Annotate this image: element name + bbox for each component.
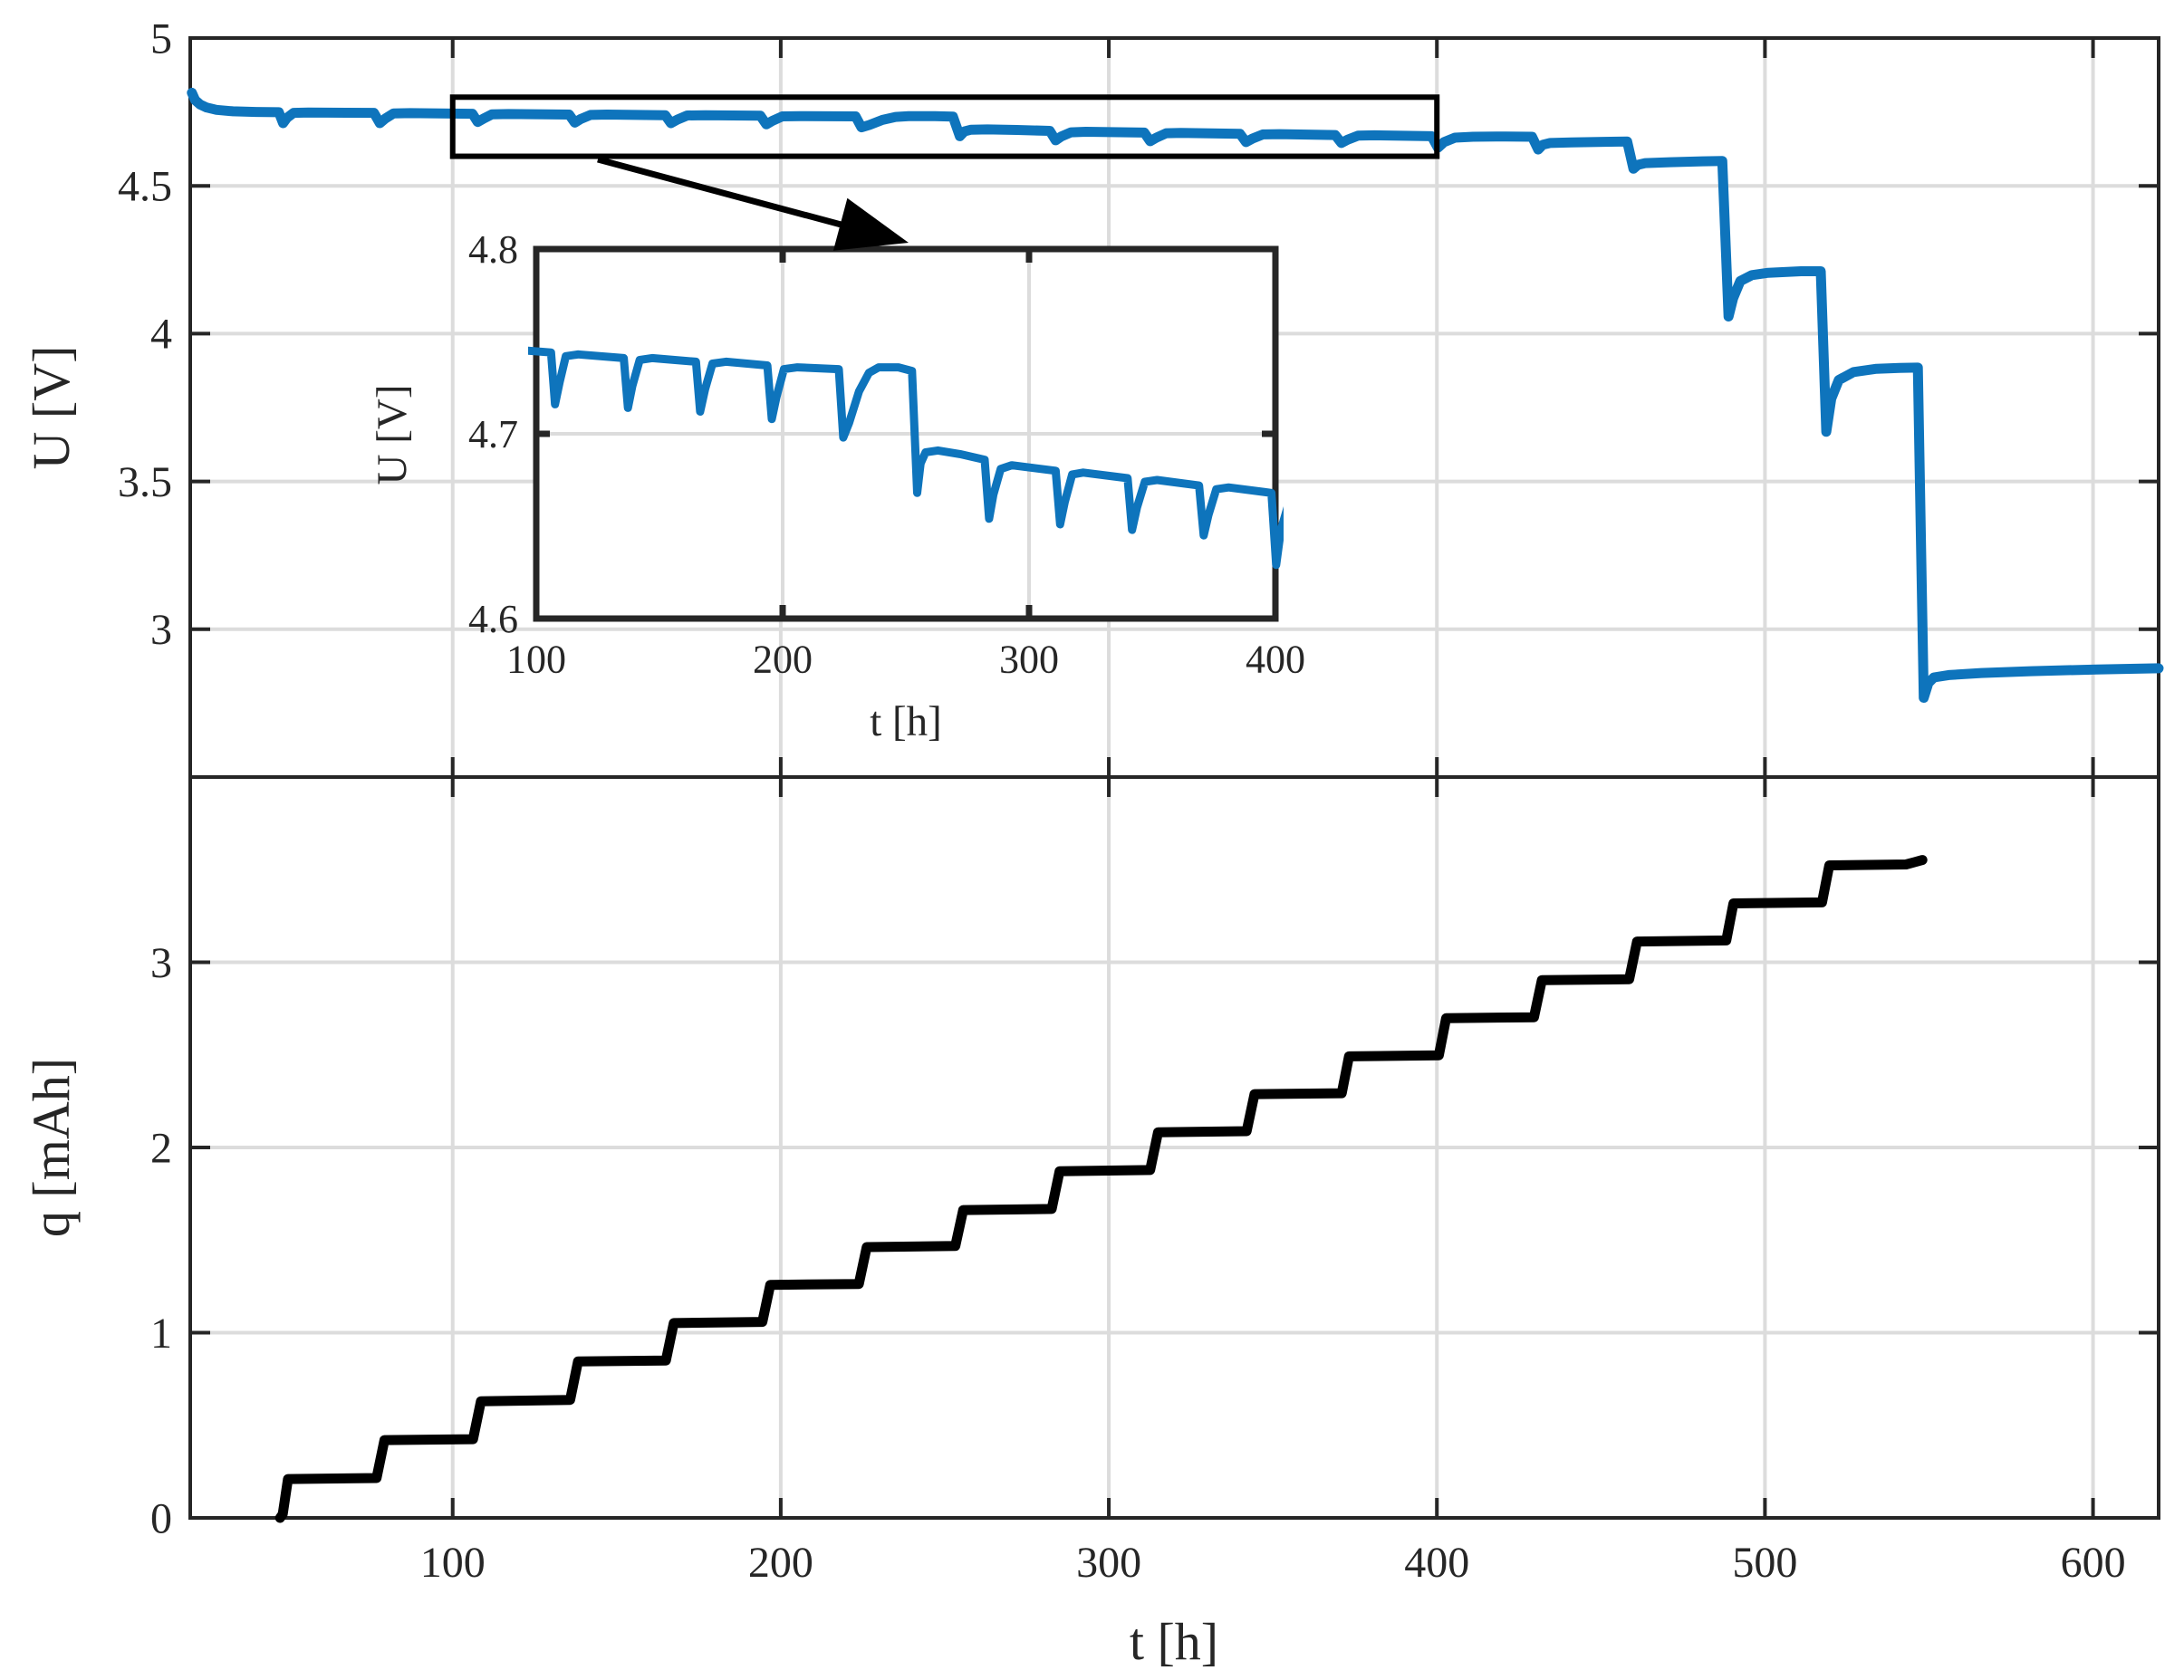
voltage-axes: 3 3.5 4 4.5 5 U [V] — [22, 14, 2164, 779]
charge-curve — [274, 855, 1928, 1523]
y-tick-label: 4.7 — [468, 412, 518, 456]
zoom-annotation — [449, 94, 1440, 251]
y-tick-label: 2 — [150, 1124, 172, 1172]
y-tick-label: 3 — [150, 939, 172, 987]
x-tick-label: 100 — [506, 637, 566, 681]
inset-yaxis-label: U [V] — [369, 385, 416, 485]
x-tick-label: 600 — [2061, 1539, 2126, 1587]
inset-axes-ticks — [533, 245, 1279, 622]
x-tick-label: 400 — [1246, 637, 1305, 681]
y-tick-label: 0 — [150, 1494, 172, 1542]
x-tick-label: 200 — [748, 1539, 813, 1587]
charge-yaxis-label: q [mAh] — [22, 1058, 81, 1237]
charge-axes-grid — [190, 777, 2159, 1518]
voltage-curve — [187, 87, 2164, 703]
x-tick-label: 500 — [1732, 1539, 1797, 1587]
y-tick-label: 3 — [150, 606, 172, 654]
x-tick-label: 200 — [753, 637, 813, 681]
zoom-region-rectangle — [449, 94, 1440, 159]
inset-xaxis-label: t [h] — [870, 698, 942, 745]
y-tick-label: 4.8 — [468, 227, 518, 272]
x-tick-label: 100 — [420, 1539, 486, 1587]
inset-axes-grid — [536, 249, 1275, 619]
y-tick-label: 4.6 — [468, 597, 518, 641]
voltage-yaxis-label: U [V] — [22, 346, 81, 470]
zoom-arrow-shaft — [597, 156, 851, 230]
y-tick-label: 1 — [150, 1310, 172, 1358]
y-tick-label: 4.5 — [118, 163, 172, 211]
y-tick-label: 3.5 — [118, 458, 172, 506]
charge-xaxis-label: t [h] — [1130, 1612, 1218, 1671]
zoom-arrow-head — [832, 197, 909, 251]
x-tick-label: 400 — [1404, 1539, 1469, 1587]
charge-axes: 100 200 300 400 500 600 0 1 2 3 t [h] q [mAh] — [22, 775, 2160, 1671]
x-tick-label: 300 — [1076, 1539, 1141, 1587]
x-tick-label: 300 — [999, 637, 1059, 681]
y-tick-label: 5 — [150, 14, 172, 62]
y-tick-label: 4 — [150, 311, 172, 359]
inset-curve — [528, 346, 1284, 570]
charge-axes-ticks — [190, 777, 2159, 1520]
inset-axes: 100 200 300 400 4.6 4.7 4.8 t [h] U [V] — [369, 227, 1305, 745]
voltage-axes-ticks — [190, 36, 2159, 777]
